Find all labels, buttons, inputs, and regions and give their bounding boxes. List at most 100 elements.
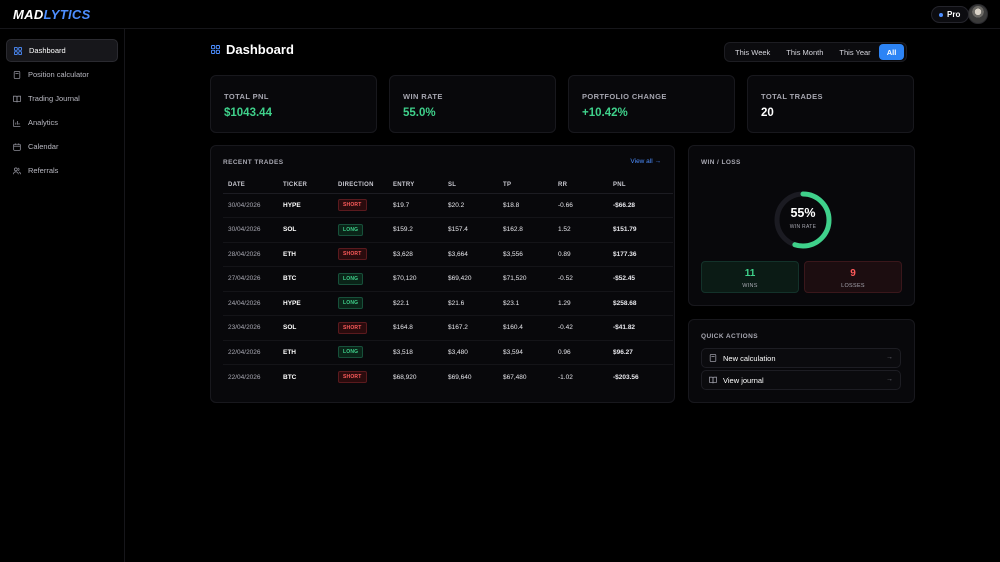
- stat-label: WIN RATE: [403, 92, 443, 101]
- quick-actions-title: QUICK ACTIONS: [701, 333, 758, 340]
- trade-date: 30/04/2026: [223, 193, 278, 218]
- trade-direction: LONG: [333, 217, 388, 243]
- range-this-year-button[interactable]: This Year: [839, 47, 871, 57]
- short-badge: SHORT: [338, 199, 367, 212]
- long-badge: LONG: [338, 346, 364, 359]
- trade-sl: $3,664: [443, 242, 498, 267]
- time-range-selector: This Week This Month This Year All: [724, 42, 908, 62]
- wins-label: WINS: [742, 283, 758, 289]
- wins-box: 11 WINS: [701, 261, 799, 293]
- calculator-icon: [709, 354, 717, 362]
- short-badge: SHORT: [338, 248, 367, 261]
- table-row[interactable]: 30/04/2026 HYPE SHORT $19.7 $20.2 $18.8 -0.66-…: [223, 193, 673, 218]
- stat-label: PORTFOLIO CHANGE: [582, 92, 667, 101]
- trade-pnl: -$41.82: [608, 315, 673, 341]
- view-journal-button[interactable]: View journal →: [701, 370, 901, 390]
- trades-table-body: 30/04/2026 HYPE SHORT $19.7 $20.2 $18.8 -0.66-…: [223, 193, 673, 389]
- win-rate-percent: 55%: [790, 206, 816, 220]
- trade-tp: $3,594: [498, 340, 553, 365]
- trade-ticker: HYPE: [278, 291, 333, 316]
- recent-trades-title: RECENT TRADES: [223, 159, 284, 166]
- sidebar: Dashboard Position calculator Trading Jo…: [0, 29, 125, 562]
- wins-count: 11: [744, 268, 756, 279]
- user-avatar[interactable]: [968, 4, 988, 24]
- plan-badge[interactable]: Pro: [931, 6, 970, 23]
- table-row[interactable]: 28/04/2026 ETH SHORT $3,628 $3,664 $3,556 0.89…: [223, 242, 673, 267]
- trade-sl: $21.6: [443, 291, 498, 316]
- logo-accent: LYTICS: [43, 7, 91, 22]
- trade-rr: 0.96: [553, 340, 608, 365]
- trade-entry: $159.2: [388, 217, 443, 243]
- stat-label: TOTAL PNL: [224, 92, 269, 101]
- table-row[interactable]: 27/04/2026 BTC LONG $70,120 $69,420 $71,520 -0…: [223, 266, 673, 292]
- trade-date: 27/04/2026: [223, 266, 278, 292]
- app-logo[interactable]: MADLYTICS: [13, 7, 91, 22]
- trade-entry: $164.8: [388, 315, 443, 341]
- trade-tp: $162.8: [498, 217, 553, 243]
- sidebar-item-trading-journal[interactable]: Trading Journal: [6, 87, 118, 110]
- sidebar-item-dashboard[interactable]: Dashboard: [6, 39, 118, 62]
- trade-direction: SHORT: [333, 315, 388, 341]
- trade-sl: $167.2: [443, 315, 498, 341]
- sidebar-item-analytics[interactable]: Analytics: [6, 111, 118, 134]
- trade-sl: $157.4: [443, 217, 498, 243]
- trade-pnl: -$66.28: [608, 193, 673, 218]
- table-row[interactable]: 23/04/2026 SOL SHORT $164.8 $167.2 $160.4 -0.4…: [223, 315, 673, 341]
- calendar-icon: [13, 142, 21, 151]
- new-calculation-button[interactable]: New calculation →: [701, 348, 901, 368]
- sidebar-item-referrals[interactable]: Referrals: [6, 159, 118, 182]
- table-row[interactable]: 22/04/2026 BTC SHORT $68,920 $69,640 $67,480 -…: [223, 365, 673, 390]
- table-row[interactable]: 22/04/2026 ETH LONG $3,518 $3,480 $3,594 0.96 $…: [223, 340, 673, 365]
- arrow-right-icon: →: [886, 376, 893, 383]
- stat-card-portfolio-change: PORTFOLIO CHANGE +10.42%: [568, 75, 735, 133]
- losses-box: 9 LOSSES: [804, 261, 902, 293]
- quick-action-label: New calculation: [723, 353, 776, 363]
- trade-ticker: BTC: [278, 266, 333, 292]
- trade-rr: -1.02: [558, 373, 573, 381]
- book-icon: [13, 95, 21, 102]
- table-row[interactable]: 30/04/2026 SOL LONG $159.2 $157.4 $162.8 1.52 $…: [223, 217, 673, 243]
- trade-date: 24/04/2026: [223, 291, 278, 316]
- trade-tp: $67,480: [503, 373, 527, 381]
- trade-ticker: SOL: [278, 315, 333, 341]
- trade-direction: SHORT: [333, 365, 388, 390]
- trade-entry: $19.7: [388, 193, 443, 218]
- trade-direction: SHORT: [333, 242, 388, 267]
- sidebar-item-calendar[interactable]: Calendar: [6, 135, 118, 158]
- trade-date: 30/04/2026: [223, 217, 278, 243]
- trade-rr: 1.29: [553, 291, 608, 316]
- trade-tp: $3,556: [498, 242, 553, 267]
- sidebar-item-position-calculator[interactable]: Position calculator: [6, 63, 118, 86]
- trade-ticker: ETH: [278, 340, 333, 365]
- grid-icon: [211, 45, 220, 54]
- trade-date: 28/04/2026: [223, 242, 278, 267]
- recent-trades-panel: RECENT TRADES View all → DATE TICKER DIR…: [210, 145, 675, 403]
- trade-date: 22/04/2026: [223, 340, 278, 365]
- long-badge: LONG: [338, 297, 364, 310]
- sidebar-item-label: Referrals: [28, 166, 59, 175]
- trade-rr: 1.52: [553, 217, 608, 243]
- stat-value: $1043.44: [224, 107, 272, 119]
- grid-icon: [14, 46, 22, 55]
- trade-sl: $20.2: [443, 193, 498, 218]
- range-this-month-button[interactable]: This Month: [786, 47, 824, 57]
- sidebar-item-label: Trading Journal: [28, 94, 80, 103]
- plan-badge-label: Pro: [947, 10, 961, 19]
- table-row[interactable]: 24/04/2026 HYPE LONG $22.1 $21.6 $23.1 1.29 $25…: [223, 291, 673, 316]
- win-loss-panel: WIN / LOSS 55% WIN RATE 11 WINS 9 LOSSES: [688, 145, 915, 306]
- range-this-week-button[interactable]: This Week: [735, 47, 771, 57]
- bar-chart-icon: [13, 119, 21, 127]
- trade-sl: $69,640: [448, 373, 472, 381]
- sidebar-item-label: Calendar: [28, 142, 59, 151]
- trade-pnl: $96.27: [608, 340, 673, 365]
- column-header: DATE: [223, 177, 278, 194]
- trade-pnl: -$52.45: [608, 266, 673, 292]
- range-all-button[interactable]: All: [878, 44, 905, 60]
- view-all-link[interactable]: View all →: [630, 158, 661, 165]
- column-header: TP: [498, 177, 553, 194]
- calculator-icon: [13, 70, 21, 79]
- sidebar-item-label: Dashboard: [29, 46, 66, 55]
- trade-tp: $23.1: [498, 291, 553, 316]
- stat-label: TOTAL TRADES: [761, 92, 823, 101]
- trade-pnl: $151.79: [608, 217, 673, 243]
